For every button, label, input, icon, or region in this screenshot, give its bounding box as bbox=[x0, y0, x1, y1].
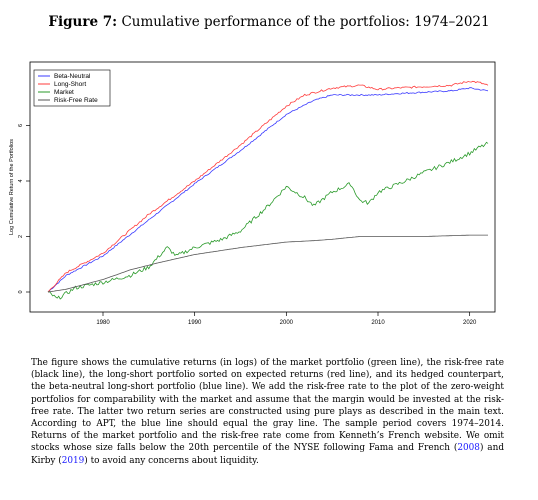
figure-caption: The figure shows the cumulative returns … bbox=[31, 357, 504, 467]
legend-label: Market bbox=[54, 89, 74, 96]
y-tick-label: 0 bbox=[18, 290, 24, 293]
caption-text-1: The figure shows the cumulative returns … bbox=[31, 358, 504, 454]
legend-label: Risk-Free Rate bbox=[54, 97, 98, 104]
y-axis-label: Log Cumulative Return of the Portfolios bbox=[9, 139, 15, 235]
citation-kirby[interactable]: 2019 bbox=[61, 455, 85, 466]
figure-title: Figure 7: Cumulative performance of the … bbox=[0, 14, 538, 30]
legend-label: Beta-Neutral bbox=[54, 73, 91, 80]
y-tick-label: 4 bbox=[18, 179, 24, 182]
series-line-long-short bbox=[47, 80, 489, 293]
series-line-risk-free-rate bbox=[47, 234, 488, 293]
x-tick-label: 2020 bbox=[463, 320, 477, 326]
x-tick-label: 2000 bbox=[280, 320, 294, 326]
x-tick-label: 1980 bbox=[96, 320, 110, 326]
y-tick-label: 6 bbox=[18, 124, 24, 127]
figure-label: Figure 7: bbox=[48, 14, 118, 30]
x-tick-label: 2010 bbox=[371, 320, 385, 326]
series-lines bbox=[47, 80, 489, 300]
legend-label: Long-Short bbox=[54, 81, 86, 88]
y-tick-label: 2 bbox=[18, 235, 24, 238]
plot-area bbox=[29, 61, 496, 313]
axes: 1980 1990 2000 2010 2020 0 2 4 6 bbox=[18, 124, 477, 326]
caption-text-3: ) to avoid any concerns about liquidity. bbox=[84, 455, 259, 466]
line-chart: 1980 1990 2000 2010 2020 0 2 4 6 Beta-NeutralLon… bbox=[9, 61, 496, 326]
caption-text-2: ) and Kirby ( bbox=[31, 443, 504, 466]
figure-title-text: Cumulative performance of the portfolios… bbox=[121, 14, 490, 30]
x-tick-label: 1990 bbox=[188, 320, 202, 326]
citation-fama-french[interactable]: 2008 bbox=[457, 443, 480, 454]
series-line-beta-neutral bbox=[47, 87, 489, 293]
series-line-market bbox=[47, 141, 489, 300]
